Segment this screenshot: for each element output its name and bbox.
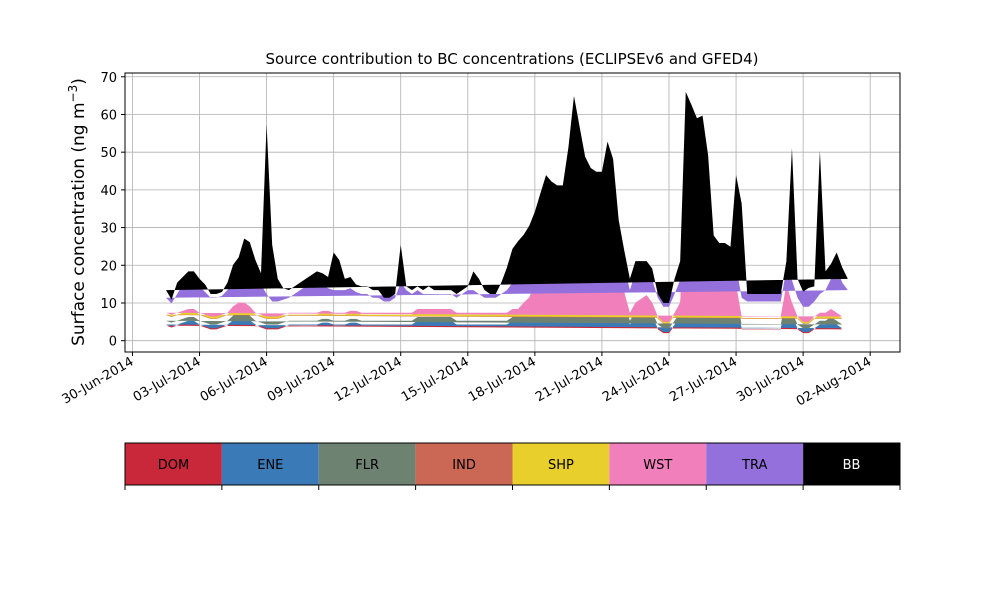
legend-swatch-tra — [706, 443, 804, 485]
y-tick-label: 0 — [109, 335, 117, 350]
legend-swatch-shp — [512, 443, 610, 485]
y-tick-label: 70 — [100, 71, 117, 86]
stacked-areas — [165, 91, 848, 334]
legend-label-bb: BB — [843, 458, 861, 473]
legend-swatch-ene — [221, 443, 319, 485]
legend-label-ind: IND — [452, 458, 476, 473]
legend-label-dom: DOM — [158, 458, 189, 473]
y-tick-label: 10 — [100, 297, 117, 312]
y-tick-label: 20 — [100, 259, 117, 274]
y-tick-label: 40 — [100, 184, 117, 199]
y-tick-label: 30 — [100, 222, 117, 237]
legend-swatch-bb — [803, 443, 900, 485]
y-axis-label: Surface concentration (ng m−3) — [66, 78, 89, 346]
legend-frame — [124, 442, 901, 486]
y-axis-label-close: ) — [69, 78, 89, 85]
legend-colorbar: DOM ENE FLR IND SHP WST TRA BB — [124, 442, 901, 490]
legend-swatch-dom — [125, 443, 222, 485]
legend-swatch-flr — [318, 443, 416, 485]
area-wst — [165, 189, 848, 322]
y-axis-label-exponent: −3 — [66, 85, 80, 103]
legend-label-tra: TRA — [741, 458, 767, 473]
legend-label-wst: WST — [643, 458, 672, 473]
legend-label-ene: ENE — [257, 458, 283, 473]
area-ene — [165, 224, 848, 333]
area-bb — [165, 91, 848, 303]
legend-label-flr: FLR — [355, 458, 379, 473]
legend-swatch-wst — [609, 443, 707, 485]
legend-swatch-ind — [415, 443, 513, 485]
legend-label-shp: SHP — [548, 458, 574, 473]
y-tick-label: 50 — [100, 146, 117, 161]
area-flr — [165, 213, 848, 329]
chart-title: Source contribution to BC concentrations… — [265, 50, 758, 68]
y-tick-label: 60 — [100, 108, 117, 123]
plot-frame — [124, 72, 901, 353]
y-axis-label-text: Surface concentration (ng m — [69, 102, 89, 345]
